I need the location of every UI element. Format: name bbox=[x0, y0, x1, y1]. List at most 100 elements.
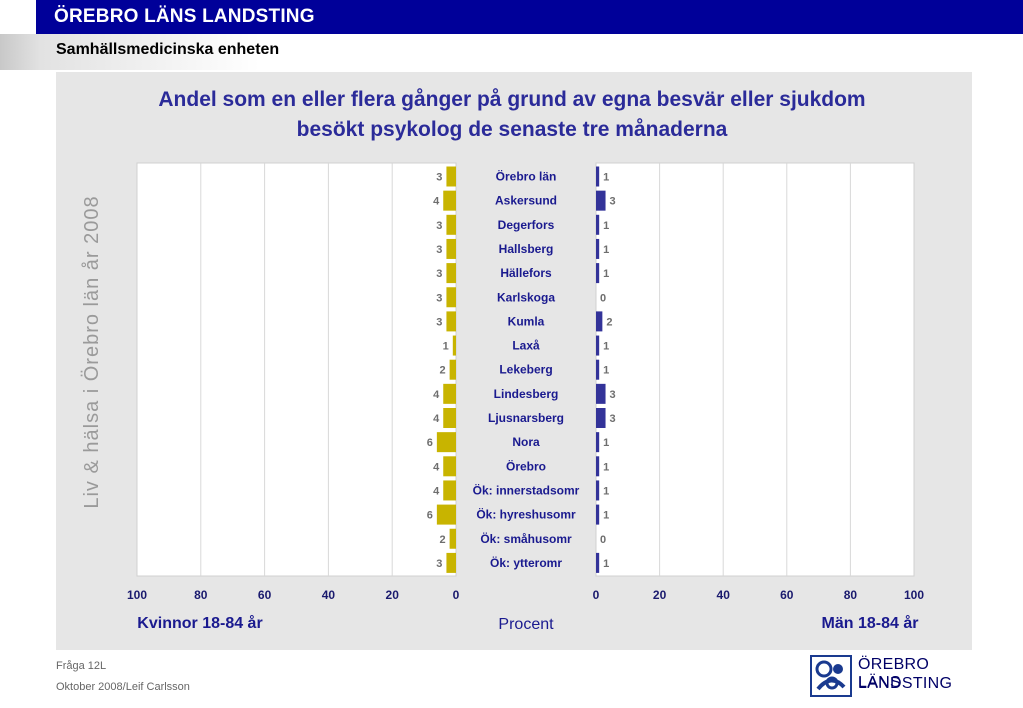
women-value-label: 3 bbox=[436, 172, 442, 184]
women-bar bbox=[449, 528, 456, 549]
women-bar bbox=[443, 480, 456, 501]
men-bar bbox=[596, 311, 603, 332]
women-value-label: 4 bbox=[433, 461, 440, 473]
men-value-label: 1 bbox=[603, 437, 609, 449]
category-label: Ök: innerstadsomr bbox=[473, 482, 580, 497]
women-bar bbox=[446, 552, 456, 573]
women-bar bbox=[446, 214, 456, 235]
category-label: Lekeberg bbox=[499, 363, 552, 377]
men-value-label: 1 bbox=[603, 510, 609, 522]
category-label: Kumla bbox=[508, 314, 545, 328]
men-value-label: 1 bbox=[603, 172, 609, 184]
women-bar bbox=[446, 166, 456, 187]
category-label: Karlskoga bbox=[497, 290, 555, 304]
category-label: Nora bbox=[512, 435, 540, 449]
women-bar bbox=[446, 311, 456, 332]
men-bar bbox=[596, 504, 600, 525]
left-plot-area bbox=[136, 162, 457, 577]
men-bar bbox=[596, 335, 600, 356]
women-value-label: 3 bbox=[436, 292, 442, 304]
men-value-label: 2 bbox=[606, 316, 612, 328]
women-value-label: 4 bbox=[433, 196, 440, 208]
men-value-label: 1 bbox=[603, 485, 609, 497]
chart-title-line: besökt psykolog de senaste tre månaderna bbox=[297, 118, 728, 141]
side-title: Liv & hälsa i Örebro län år 2008 bbox=[81, 195, 103, 508]
category-label: Degerfors bbox=[498, 218, 555, 232]
women-bar bbox=[443, 408, 456, 428]
men-bar bbox=[596, 552, 600, 573]
logo-emblem-icon bbox=[810, 655, 852, 697]
date-author-label: Oktober 2008/Leif Carlsson bbox=[56, 681, 190, 693]
women-bar bbox=[446, 238, 456, 259]
left-axis-title: Kvinnor 18-84 år bbox=[137, 614, 262, 632]
women-value-label: 3 bbox=[436, 268, 442, 280]
org-title: ÖREBRO LÄNS LANDSTING bbox=[54, 6, 315, 27]
unit-name: Samhällsmedicinska enheten bbox=[56, 41, 280, 58]
women-value-label: 3 bbox=[436, 558, 442, 570]
men-bar bbox=[596, 480, 600, 501]
men-value-label: 1 bbox=[603, 220, 609, 232]
men-value-label: 0 bbox=[600, 292, 606, 304]
men-value-label: 1 bbox=[603, 461, 609, 473]
men-value-label: 1 bbox=[603, 341, 609, 353]
category-label: Ök: ytteromr bbox=[490, 555, 562, 570]
men-bar bbox=[596, 166, 600, 187]
men-value-label: 0 bbox=[600, 534, 606, 546]
left-tick-label: 0 bbox=[453, 588, 460, 602]
women-bar bbox=[446, 263, 456, 284]
category-label: Ök: hyreshusomr bbox=[476, 507, 576, 522]
men-bar bbox=[596, 456, 600, 477]
left-tick-label: 60 bbox=[258, 588, 272, 602]
center-axis-title: Procent bbox=[498, 616, 554, 633]
right-plot-area bbox=[595, 162, 915, 577]
sub-header-bar: Samhällsmedicinska enheten bbox=[0, 34, 1023, 70]
women-bar bbox=[443, 190, 456, 211]
men-bar bbox=[596, 263, 600, 284]
men-bar bbox=[596, 408, 606, 428]
category-label: Ök: småhusomr bbox=[480, 531, 572, 546]
header-bar: ÖREBRO LÄNS LANDSTING bbox=[0, 0, 1023, 34]
men-bar bbox=[596, 359, 600, 380]
left-tick-label: 20 bbox=[386, 588, 400, 602]
men-bar bbox=[596, 432, 600, 453]
women-value-label: 6 bbox=[427, 437, 433, 449]
category-label: Örebro bbox=[506, 458, 546, 473]
category-label: Ljusnarsberg bbox=[488, 411, 564, 425]
right-tick-label: 40 bbox=[717, 588, 731, 602]
women-value-label: 4 bbox=[433, 389, 440, 401]
women-value-label: 6 bbox=[427, 510, 433, 522]
men-value-label: 1 bbox=[603, 558, 609, 570]
women-value-label: 1 bbox=[443, 341, 449, 353]
men-bar bbox=[596, 383, 606, 404]
right-tick-label: 0 bbox=[593, 588, 600, 602]
women-bar bbox=[436, 504, 456, 525]
women-bar bbox=[446, 287, 456, 308]
question-label: Fråga 12L bbox=[56, 660, 107, 672]
women-bar bbox=[452, 335, 456, 356]
women-value-label: 3 bbox=[436, 220, 442, 232]
logo-text-line1: ÖREBRO LÄNS bbox=[858, 656, 930, 691]
category-label: Hällefors bbox=[500, 266, 552, 280]
men-value-label: 1 bbox=[603, 244, 609, 256]
women-bar bbox=[449, 359, 456, 380]
right-tick-label: 60 bbox=[780, 588, 794, 602]
women-value-label: 4 bbox=[433, 485, 440, 497]
women-bar bbox=[443, 383, 456, 404]
left-tick-label: 80 bbox=[194, 588, 208, 602]
category-label: Örebro län bbox=[496, 169, 557, 184]
men-value-label: 1 bbox=[603, 365, 609, 377]
women-bar bbox=[443, 456, 456, 477]
right-tick-label: 20 bbox=[653, 588, 667, 602]
header-blue-band bbox=[36, 0, 1023, 34]
women-value-label: 3 bbox=[436, 316, 442, 328]
right-tick-label: 80 bbox=[844, 588, 858, 602]
men-value-label: 3 bbox=[610, 196, 616, 208]
category-label: Lindesberg bbox=[494, 387, 559, 401]
women-value-label: 3 bbox=[436, 244, 442, 256]
logo-text-line2: LANDSTING bbox=[858, 675, 953, 692]
category-label: Askersund bbox=[495, 194, 557, 208]
landsting-logo: ÖREBRO LÄNS LANDSTING bbox=[810, 655, 975, 697]
women-value-label: 4 bbox=[433, 413, 440, 425]
right-tick-label: 100 bbox=[904, 588, 924, 602]
